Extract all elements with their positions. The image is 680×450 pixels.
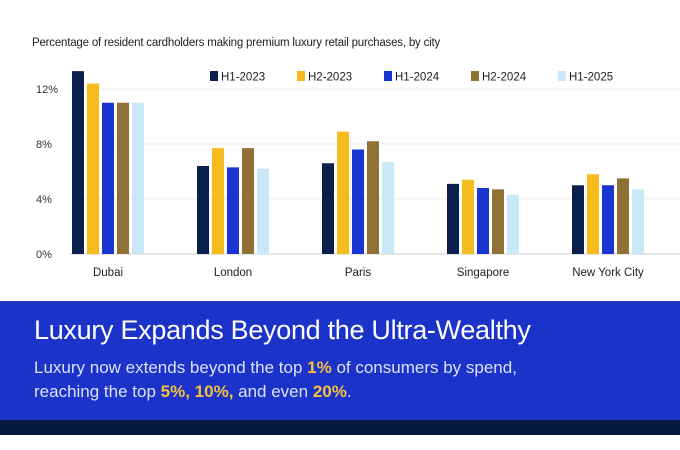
x-tick-label: Dubai: [93, 267, 123, 279]
bar-dubai-h1-2023: [72, 71, 84, 254]
y-tick-label: 4%: [36, 194, 52, 206]
bar-singapore-h2-2024: [492, 189, 504, 254]
bar-paris-h1-2024: [352, 149, 364, 254]
legend-swatch: [558, 71, 566, 81]
legend-label: H1-2023: [221, 72, 265, 84]
bar-dubai-h1-2024: [102, 102, 114, 254]
body-text: and even: [233, 382, 313, 401]
bar-new-york-city-h1-2023: [572, 185, 584, 254]
bar-paris-h2-2024: [367, 141, 379, 254]
bar-singapore-h1-2023: [447, 183, 459, 254]
legend-label: H2-2024: [482, 72, 527, 84]
bar-singapore-h1-2024: [477, 188, 489, 254]
bar-singapore-h1-2025: [507, 194, 519, 254]
legend-label: H1-2024: [395, 72, 440, 84]
y-tick-label: 8%: [36, 139, 52, 151]
bar-london-h1-2024: [227, 167, 239, 254]
bar-dubai-h1-2025: [132, 102, 144, 254]
body-text: Luxury now extends beyond the top: [34, 358, 308, 377]
body-text: of consumers by spend,: [331, 358, 517, 377]
bar-dubai-h2-2023: [87, 83, 99, 254]
bar-singapore-h2-2023: [462, 179, 474, 254]
bar-new-york-city-h2-2024: [617, 178, 629, 254]
legend-swatch: [384, 71, 392, 81]
bar-chart: 0% 4% 8% 12% Dubai London Paris Singapore New Yo…: [36, 71, 680, 279]
highlight-1pct: 1%: [307, 358, 332, 377]
x-tick-label: New York City: [572, 267, 644, 279]
bar-london-h2-2023: [212, 148, 224, 254]
bar-dubai-h2-2024: [117, 102, 129, 254]
banner-headline: Luxury Expands Beyond the Ultra-Wealthy: [34, 315, 531, 345]
bar-paris-h1-2025: [382, 161, 394, 254]
chart-title: Percentage of resident cardholders makin…: [32, 37, 441, 49]
bar-new-york-city-h1-2025: [632, 189, 644, 254]
body-text: .: [346, 382, 352, 401]
bar-london-h1-2023: [197, 166, 209, 254]
bar-new-york-city-h1-2024: [602, 185, 614, 254]
y-tick-label: 12%: [36, 84, 58, 96]
legend-swatch: [210, 71, 218, 81]
headline-banner: Luxury Expands Beyond the Ultra-Wealthy …: [0, 301, 680, 435]
legend-swatch: [471, 71, 479, 81]
bar-london-h2-2024: [242, 148, 254, 254]
bar-paris-h2-2023: [337, 131, 349, 254]
bar-paris-h1-2023: [322, 163, 334, 254]
x-tick-label: Paris: [345, 267, 371, 279]
x-tick-label: Singapore: [457, 267, 509, 279]
bar-new-york-city-h2-2023: [587, 174, 599, 254]
banner-bottom-strip: [0, 420, 680, 435]
legend-label: H1-2025: [569, 72, 613, 84]
highlight-5-10pct: 5%, 10%,: [160, 382, 234, 401]
bar-london-h1-2025: [257, 168, 269, 254]
legend-swatch: [297, 71, 305, 81]
highlight-20pct: 20%: [312, 382, 347, 401]
legend-label: H2-2023: [308, 72, 352, 84]
y-tick-label: 0%: [36, 249, 52, 261]
body-text: reaching the top: [34, 382, 161, 401]
banner-body: Luxury now extends beyond the top 1% of …: [34, 356, 674, 404]
x-tick-label: London: [214, 267, 252, 279]
